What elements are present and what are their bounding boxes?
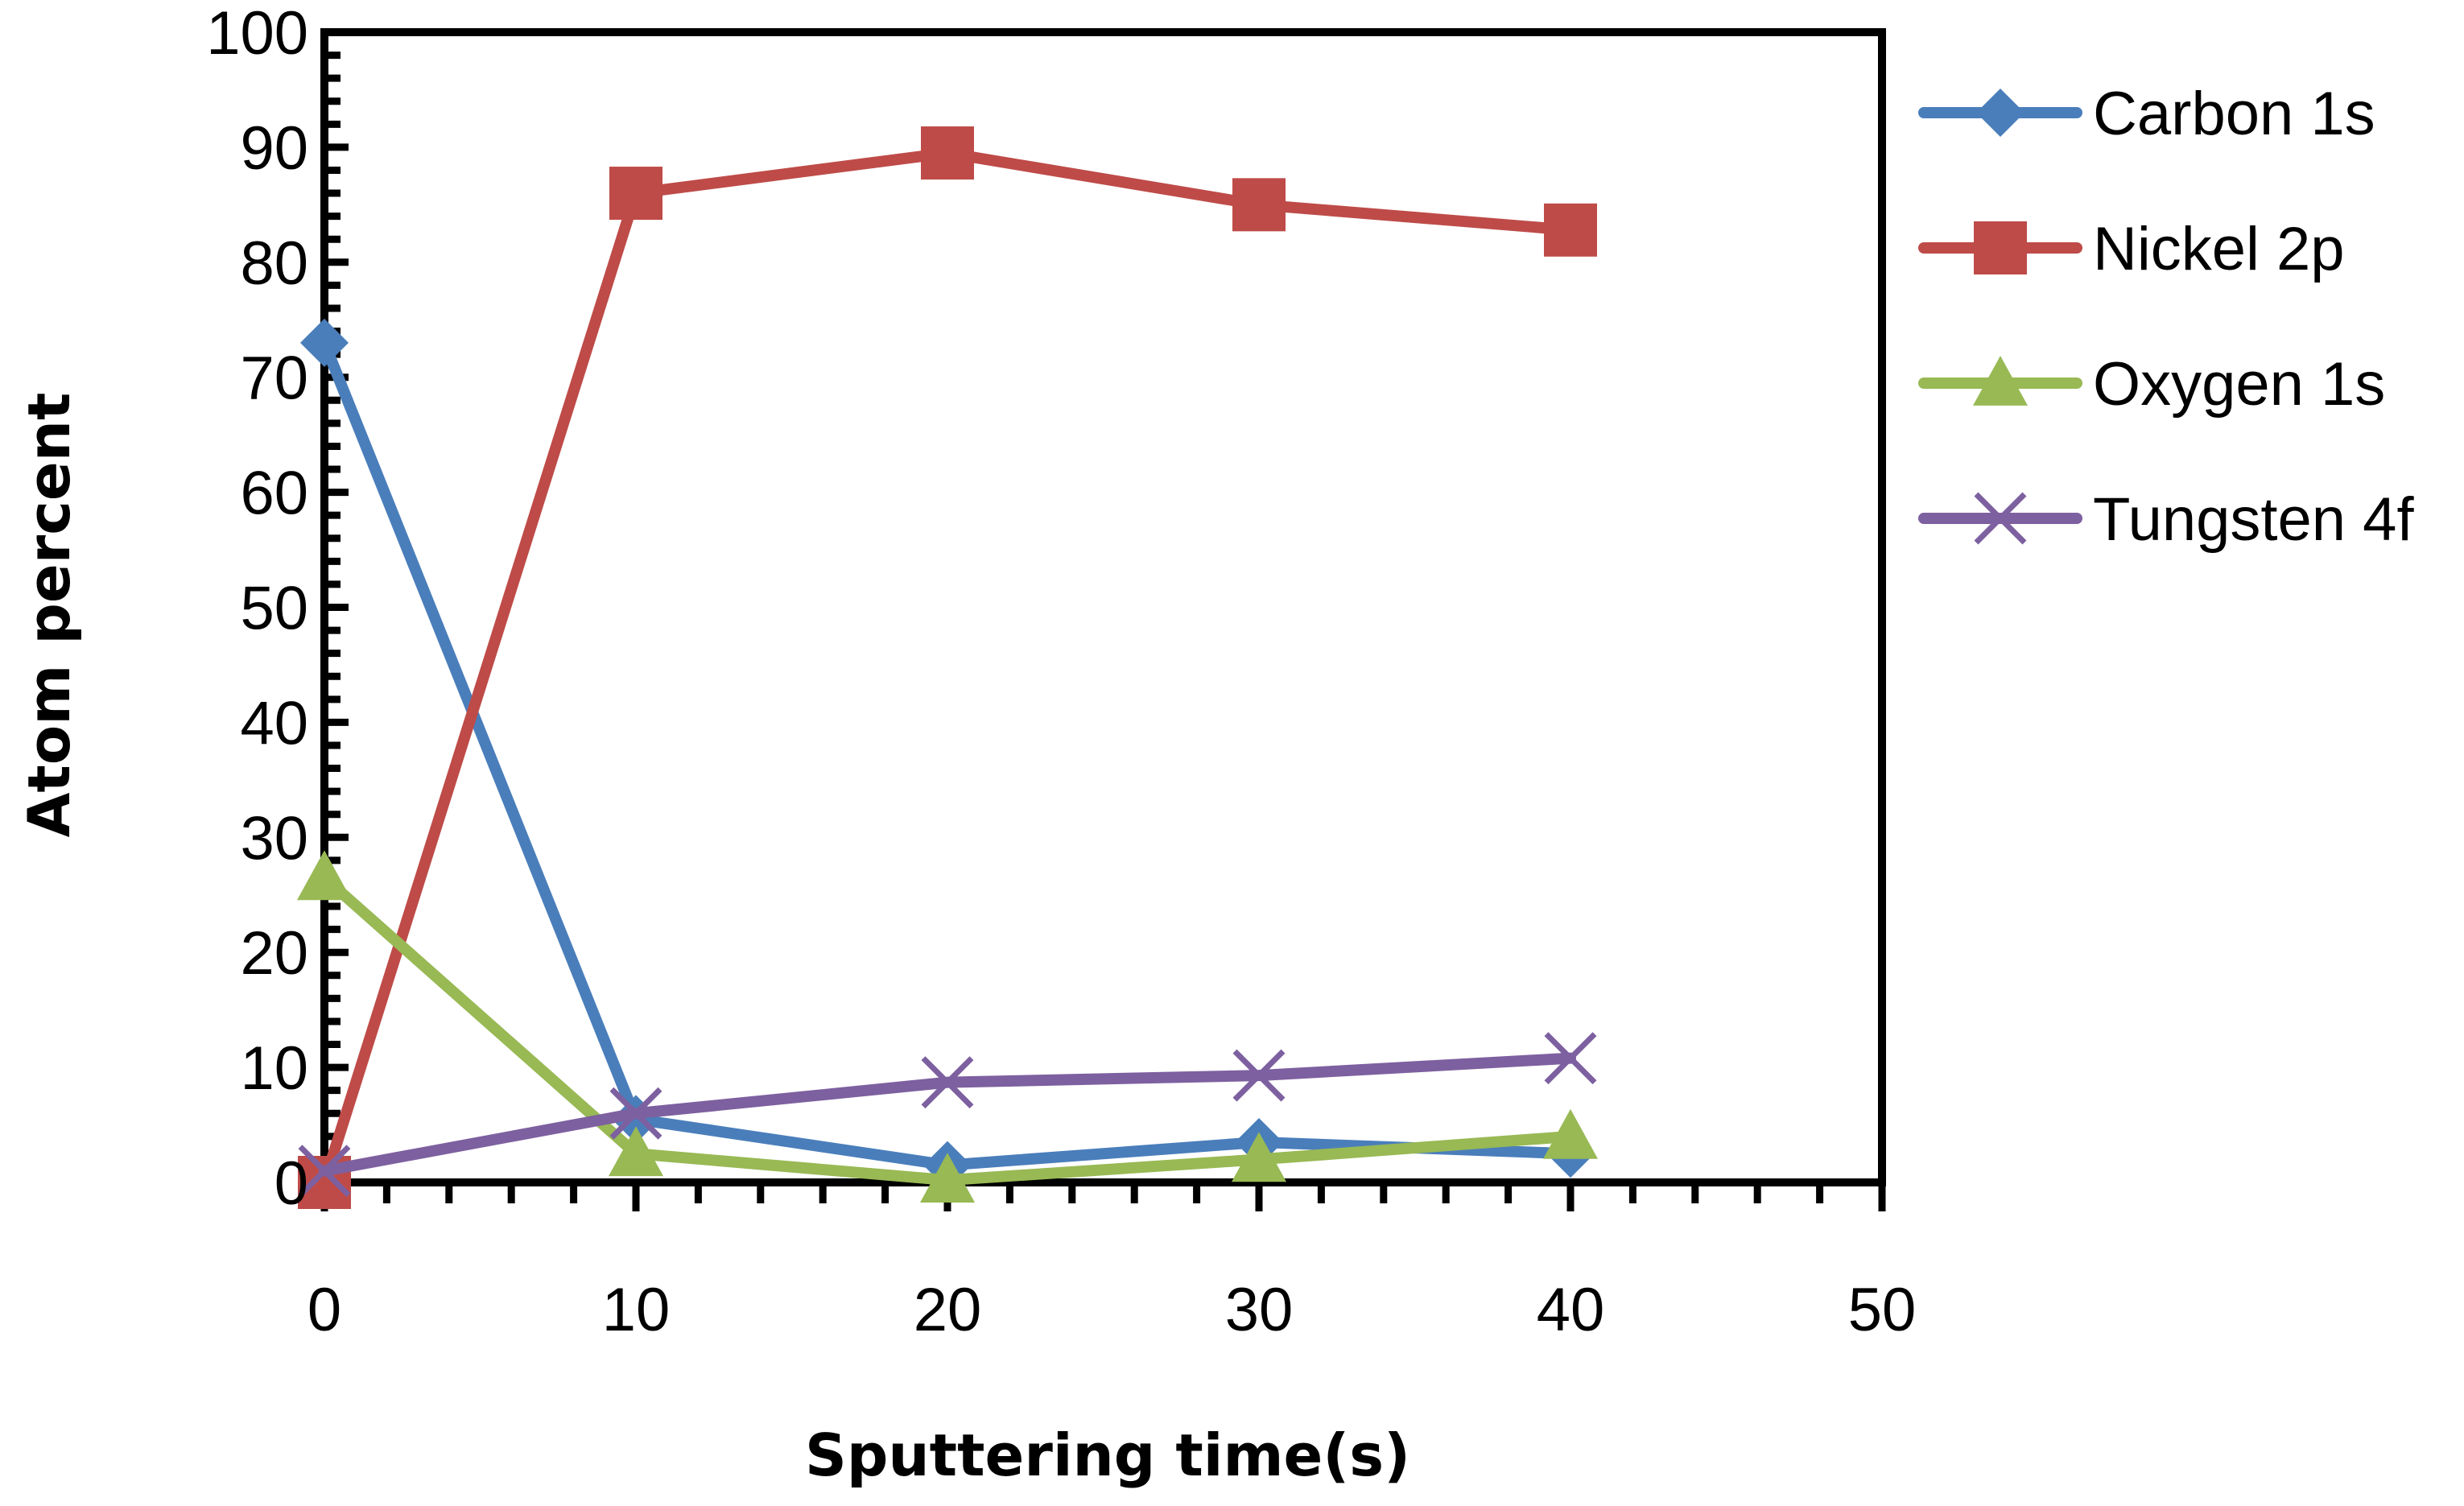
- data-point-oxygen-1s: [920, 1153, 975, 1203]
- legend-item-tungsten-4f: Tungsten 4f: [1918, 485, 2414, 554]
- legend: Carbon 1s Nickel 2p Oxygen 1s Tungsten 4f: [1918, 80, 2414, 554]
- legend-item-oxygen-1s: Oxygen 1s: [1918, 350, 2385, 419]
- plot-area: [320, 28, 1886, 1211]
- series-oxygen-1s: [297, 850, 1598, 1203]
- y-tick-label: 60: [240, 460, 308, 528]
- data-point-nickel-2p: [921, 126, 974, 180]
- x-marker-stroke: [298, 1145, 351, 1198]
- x-tick-label: 10: [602, 1276, 671, 1344]
- data-point-nickel-2p: [1544, 203, 1597, 257]
- x-tick-label: 50: [1848, 1276, 1917, 1344]
- y-tick-label: 50: [240, 575, 308, 643]
- y-tick-label: 0: [274, 1149, 308, 1218]
- data-point-nickel-2p: [609, 167, 662, 221]
- x-marker-stroke: [921, 1056, 974, 1109]
- data-point-tungsten-4f: [1544, 1032, 1597, 1085]
- legend-marker: [1974, 492, 2027, 545]
- data-point-tungsten-4f: [921, 1056, 974, 1109]
- x-tick-label: 30: [1225, 1276, 1294, 1344]
- y-tick-label: 40: [240, 689, 308, 757]
- y-tick-label: 10: [240, 1034, 308, 1103]
- legend-item-carbon-1s: Carbon 1s: [1918, 80, 2375, 148]
- y-tick-label: 70: [240, 345, 308, 413]
- x-marker-stroke: [609, 1087, 662, 1140]
- data-point-oxygen-1s: [609, 1126, 663, 1177]
- legend-label: Nickel 2p: [2093, 215, 2345, 283]
- data-point-oxygen-1s: [297, 850, 352, 901]
- series-line-nickel-2p: [319, 147, 1576, 1188]
- x-tick-label: 40: [1537, 1276, 1605, 1344]
- plot-frame: [320, 28, 1886, 1186]
- data-point-tungsten-4f: [1232, 1049, 1286, 1102]
- y-tick-label: 20: [240, 919, 308, 988]
- x-axis-title: Sputtering time(s): [805, 1421, 1410, 1489]
- data-point-tungsten-4f: [298, 1145, 351, 1198]
- legend-marker: [1973, 356, 2028, 406]
- axis-labels: 0 10 20 30 40 50 60 70 80 90 100 0 10 20 30 40 50: [206, 0, 1916, 1344]
- data-point-oxygen-1s: [1232, 1132, 1286, 1182]
- data-point-oxygen-1s: [1543, 1108, 1598, 1159]
- legend-marker: [1974, 221, 2027, 274]
- data-point-nickel-2p: [1232, 178, 1286, 232]
- legend-label: Oxygen 1s: [2093, 350, 2385, 419]
- data-point-tungsten-4f: [609, 1087, 662, 1140]
- x-marker-stroke: [1232, 1049, 1286, 1102]
- x-tick-label: 20: [914, 1276, 982, 1344]
- series-nickel-2p: [298, 126, 1597, 1209]
- y-tick-label: 80: [240, 229, 308, 298]
- legend-marker: [1976, 89, 2024, 137]
- x-marker-stroke: [1544, 1032, 1597, 1085]
- series-tungsten-4f: [298, 1032, 1597, 1198]
- x-marker-stroke: [1974, 492, 2027, 545]
- y-tick-label: 90: [240, 114, 308, 183]
- data-point-carbon-1s: [300, 318, 349, 367]
- x-tick-label: 0: [307, 1276, 341, 1344]
- series-layer: [297, 126, 1598, 1209]
- series-carbon-1s: [300, 318, 1595, 1190]
- y-axis-title: Atom percent: [15, 393, 83, 838]
- legend-label: Carbon 1s: [2093, 80, 2375, 148]
- legend-label: Tungsten 4f: [2093, 485, 2414, 554]
- legend-item-nickel-2p: Nickel 2p: [1918, 215, 2345, 283]
- y-tick-label: 30: [240, 804, 308, 873]
- y-tick-label: 100: [206, 0, 308, 68]
